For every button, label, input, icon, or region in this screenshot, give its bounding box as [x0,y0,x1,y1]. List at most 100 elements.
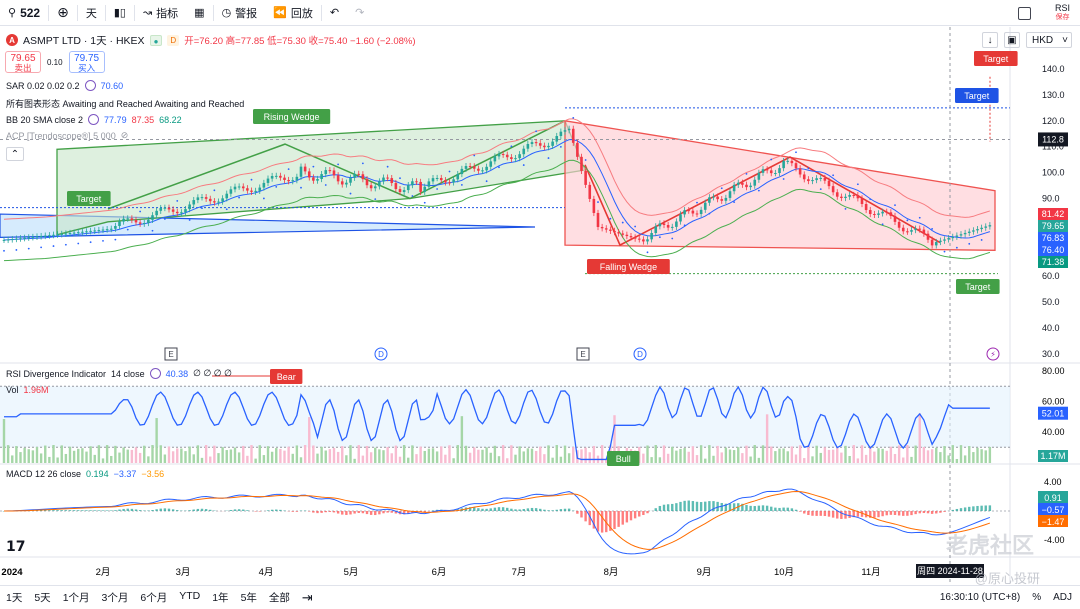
sar-dot [349,192,352,195]
sar-dot [757,189,760,192]
chart-area[interactable]: Rising Wedge Falling Wedge Target Target Tar… [0,27,1080,584]
target-label-bg [67,191,111,206]
candle-body [563,130,567,132]
macd-hist-bar [357,511,360,513]
price-label-bg [1038,208,1068,220]
price-label: 81.42 [1042,209,1065,219]
candle-body [749,185,752,188]
volume-bar [283,450,286,463]
visibility-icon[interactable] [84,80,96,91]
alarm-icon: ◷ [221,7,232,19]
symbol-search[interactable]: ⚲ 522 [0,0,48,26]
macd-hist-bar [617,511,620,527]
vol-legend[interactable]: Vol 1.96M [6,385,49,395]
rsi-legend[interactable]: RSI Divergence Indicator 14 close 40.38 … [6,368,232,379]
dividend-marker: D [637,350,643,359]
goto-date-icon[interactable]: ⇥ [301,589,313,605]
layout-name[interactable]: RSI 保存 [1055,4,1070,22]
range-button-0[interactable]: 1天 [6,592,23,604]
sar-dot [683,224,686,227]
acp-legend[interactable]: ACP [Trendoscope®] 5 000 ⊘ [6,130,128,141]
range-button-6[interactable]: 1年 [212,592,229,604]
visibility-icon[interactable] [88,114,100,125]
interval-button[interactable]: 天 [78,0,105,26]
sell-button[interactable]: 79.65 卖出 [5,51,41,73]
candle-body [246,188,249,191]
candle-body [984,226,988,228]
symbol-title[interactable]: ASMPT LTD · 1天 · HKEX [23,34,145,47]
macd-legend[interactable]: MACD 12 26 close 0.194 −3.37 −3.56 [6,469,164,479]
patterns-legend[interactable]: 所有图表形态 Awaiting and Reached Awaiting and… [6,97,244,110]
candle-body [609,229,612,231]
macd-hist-bar [130,508,134,511]
volume-bar [2,419,6,463]
range-button-2[interactable]: 1个月 [62,592,90,604]
candle-body [35,236,39,238]
time-tick: 3月 [176,567,191,578]
candle-body [580,156,583,171]
replay-button[interactable]: ⏪ 回放 [265,0,321,26]
range-button-7[interactable]: 5年 [240,592,257,604]
volume-bar [786,451,789,463]
macd-hist-bar [159,508,162,511]
candle-body [868,210,872,215]
volume-bar [431,448,435,463]
candle-body [794,163,798,169]
clock[interactable]: 16:30:10 (UTC+8) [939,592,1021,603]
candle-body [526,144,530,149]
collapse-legend-button[interactable]: ⌃ [6,147,24,161]
range-button-5[interactable]: YTD [179,590,201,602]
adj-toggle[interactable]: ADJ [1053,592,1072,603]
macd-hist-bar [831,511,835,518]
chart-canvas[interactable]: Rising Wedge Falling Wedge Target Target Tar… [0,27,1080,584]
volume-bar [27,449,30,463]
macd-hist-bar [324,511,327,513]
rising-wedge-label-bg [253,109,331,124]
visibility-icon[interactable] [149,368,161,379]
delay-badge[interactable]: D [167,34,180,46]
arrow-down-icon[interactable]: ↓ [982,32,998,48]
percent-toggle[interactable]: % [1032,592,1042,603]
templates-button[interactable]: ▦ [186,0,212,26]
volume-bar [774,451,777,463]
add-compare-button[interactable]: ⊕ [49,0,77,26]
redo-button[interactable]: ↷ [347,0,372,26]
candle-body [530,142,534,145]
candle-body [283,177,286,180]
range-button-4[interactable]: 6个月 [140,592,168,604]
macd-hist-bar [291,511,294,512]
volume-bar [357,445,360,463]
rsi-tick: 60.00 [1042,397,1065,407]
maximize-icon[interactable]: ▣ [1004,32,1020,48]
undo-button[interactable]: ↶ [322,0,347,26]
volume-bar [233,447,237,463]
macd-hist-bar [687,500,690,511]
sar-dot [163,218,166,220]
range-button-8[interactable]: 全部 [268,592,290,604]
bb-legend[interactable]: BB 20 SMA close 2 77.79 87.35 68.22 [6,114,182,125]
candle-body [642,239,645,242]
range-button-3[interactable]: 3个月 [101,592,129,604]
candle-body [551,141,554,146]
macd-hist-bar [382,511,385,514]
candle-body [823,177,827,181]
indicators-button[interactable]: ↝ 指标 [135,0,186,26]
rsi-tick: 80.00 [1042,366,1065,376]
alert-button[interactable]: ◷ 警报 [214,0,266,26]
eye-off-icon[interactable]: ⊘ [120,130,129,140]
macd-hist-bar [646,511,649,514]
sar-legend[interactable]: SAR 0.02 0.02 0.2 70.60 [6,80,123,91]
candle-body [468,166,472,168]
volume-bar [745,445,748,463]
volume-bar [922,446,926,463]
currency-select[interactable]: HKD ˅ [1026,32,1072,48]
candle-body [23,237,26,239]
range-button-1[interactable]: 5天 [34,592,51,604]
layout-square-icon[interactable] [1017,6,1031,20]
buy-button[interactable]: 79.75 买入 [68,51,105,73]
chart-type-button[interactable]: ▮▯ [106,0,134,26]
volume-bar [778,448,781,463]
volume-bar [856,458,860,463]
volume-bar [427,448,431,463]
macd-hist-bar [918,511,921,514]
